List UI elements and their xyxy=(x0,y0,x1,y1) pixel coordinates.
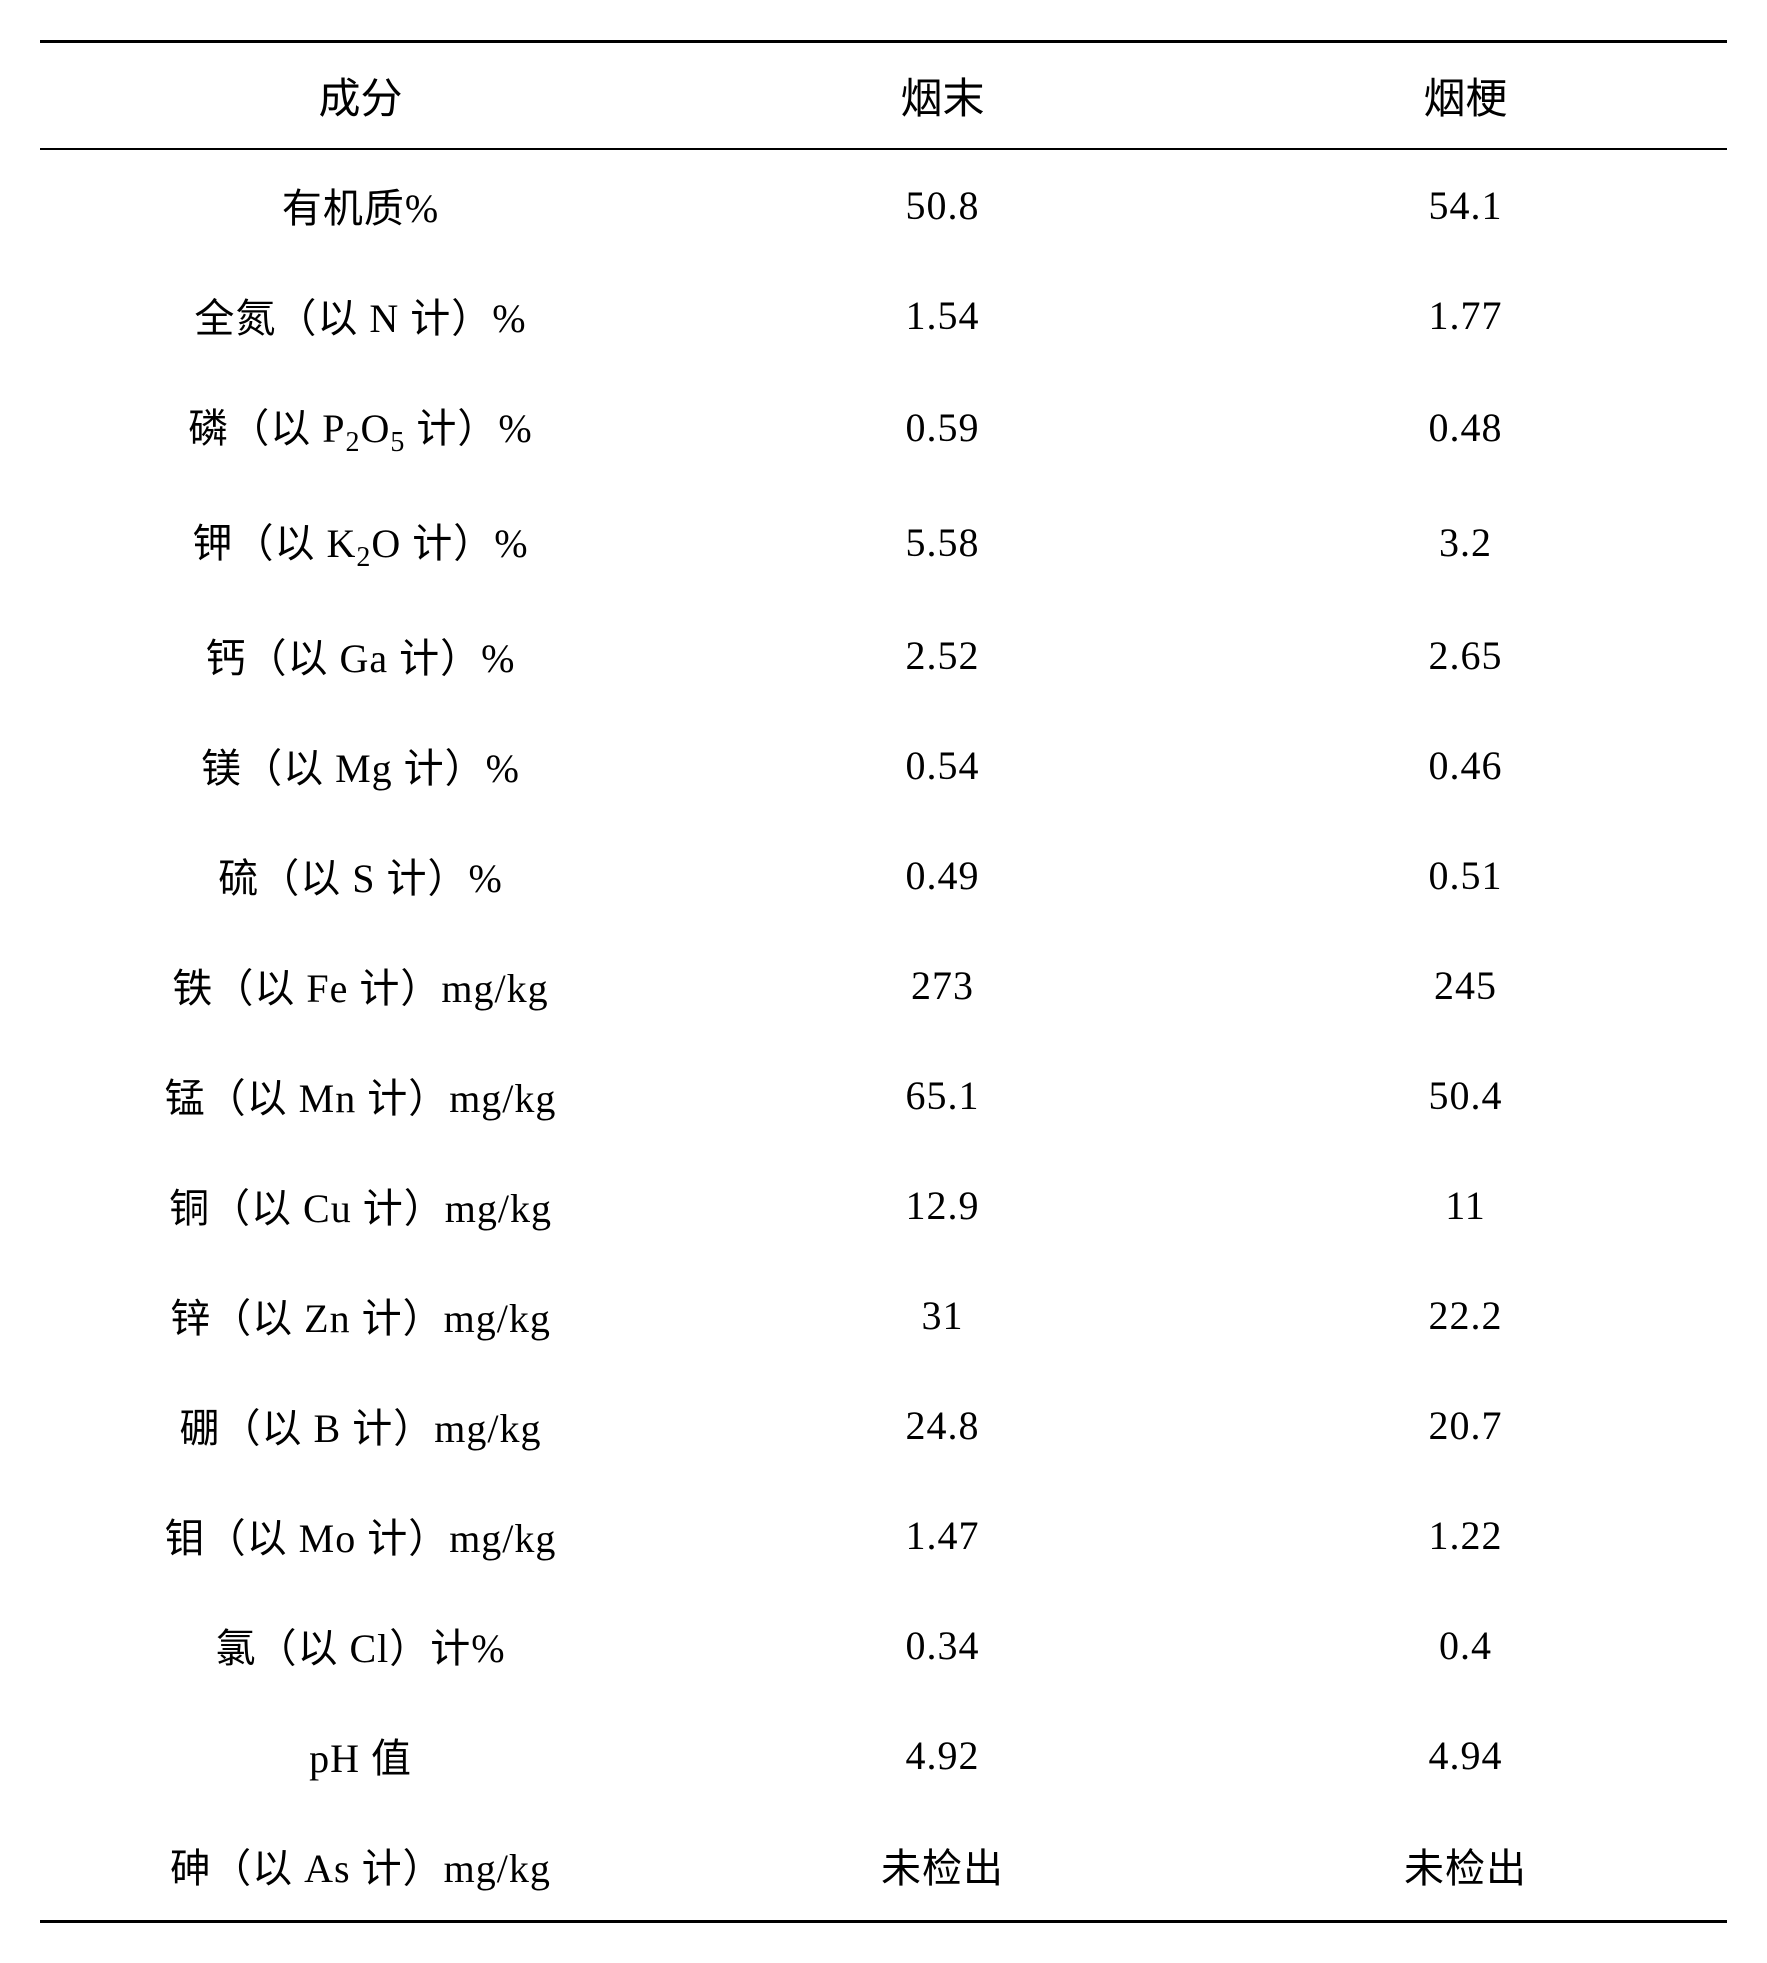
composition-table-container: 成分 烟末 烟梗 有机质%50.854.1全氮（以 N 计）%1.541.77磷… xyxy=(40,40,1727,1923)
cell-value-2: 4.94 xyxy=(1204,1700,1727,1810)
header-col1: 烟末 xyxy=(681,42,1204,150)
cell-value-2: 1.77 xyxy=(1204,260,1727,370)
cell-value-1: 2.52 xyxy=(681,600,1204,710)
cell-value-1: 4.92 xyxy=(681,1700,1204,1810)
cell-value-1: 0.49 xyxy=(681,820,1204,930)
cell-value-2: 54.1 xyxy=(1204,149,1727,260)
cell-component-label: 钾（以 K2O 计）% xyxy=(40,485,681,600)
cell-component-label: 锌（以 Zn 计）mg/kg xyxy=(40,1260,681,1370)
table-row: 锌（以 Zn 计）mg/kg3122.2 xyxy=(40,1260,1727,1370)
table-row: 硫（以 S 计）%0.490.51 xyxy=(40,820,1727,930)
cell-component-label: 镁（以 Mg 计）% xyxy=(40,710,681,820)
composition-table: 成分 烟末 烟梗 有机质%50.854.1全氮（以 N 计）%1.541.77磷… xyxy=(40,40,1727,1923)
cell-component-label: 硼（以 B 计）mg/kg xyxy=(40,1370,681,1480)
cell-value-2: 0.46 xyxy=(1204,710,1727,820)
cell-component-label: 氯（以 Cl）计% xyxy=(40,1590,681,1700)
cell-value-1: 50.8 xyxy=(681,149,1204,260)
table-row: pH 值4.924.94 xyxy=(40,1700,1727,1810)
cell-value-1: 12.9 xyxy=(681,1150,1204,1260)
cell-value-2: 未检出 xyxy=(1204,1810,1727,1922)
cell-component-label: 磷（以 P2O5 计）% xyxy=(40,370,681,485)
cell-value-2: 0.4 xyxy=(1204,1590,1727,1700)
cell-value-2: 245 xyxy=(1204,930,1727,1040)
cell-value-1: 1.54 xyxy=(681,260,1204,370)
table-row: 硼（以 B 计）mg/kg24.820.7 xyxy=(40,1370,1727,1480)
table-row: 锰（以 Mn 计）mg/kg65.150.4 xyxy=(40,1040,1727,1150)
cell-value-2: 20.7 xyxy=(1204,1370,1727,1480)
table-row: 磷（以 P2O5 计）%0.590.48 xyxy=(40,370,1727,485)
header-col2: 烟梗 xyxy=(1204,42,1727,150)
cell-value-2: 11 xyxy=(1204,1150,1727,1260)
cell-value-1: 5.58 xyxy=(681,485,1204,600)
cell-component-label: 有机质% xyxy=(40,149,681,260)
table-row: 砷（以 As 计）mg/kg未检出未检出 xyxy=(40,1810,1727,1922)
cell-component-label: 硫（以 S 计）% xyxy=(40,820,681,930)
cell-value-2: 22.2 xyxy=(1204,1260,1727,1370)
cell-value-2: 3.2 xyxy=(1204,485,1727,600)
cell-value-2: 50.4 xyxy=(1204,1040,1727,1150)
table-row: 钼（以 Mo 计）mg/kg1.471.22 xyxy=(40,1480,1727,1590)
cell-value-2: 1.22 xyxy=(1204,1480,1727,1590)
cell-value-1: 0.54 xyxy=(681,710,1204,820)
table-row: 全氮（以 N 计）%1.541.77 xyxy=(40,260,1727,370)
cell-value-1: 273 xyxy=(681,930,1204,1040)
table-row: 铁（以 Fe 计）mg/kg273245 xyxy=(40,930,1727,1040)
cell-component-label: pH 值 xyxy=(40,1700,681,1810)
cell-component-label: 铁（以 Fe 计）mg/kg xyxy=(40,930,681,1040)
table-row: 有机质%50.854.1 xyxy=(40,149,1727,260)
cell-value-1: 24.8 xyxy=(681,1370,1204,1480)
table-row: 镁（以 Mg 计）%0.540.46 xyxy=(40,710,1727,820)
cell-value-2: 0.48 xyxy=(1204,370,1727,485)
table-header-row: 成分 烟末 烟梗 xyxy=(40,42,1727,150)
cell-component-label: 钼（以 Mo 计）mg/kg xyxy=(40,1480,681,1590)
cell-value-1: 0.59 xyxy=(681,370,1204,485)
cell-value-2: 2.65 xyxy=(1204,600,1727,710)
cell-value-1: 31 xyxy=(681,1260,1204,1370)
cell-component-label: 铜（以 Cu 计）mg/kg xyxy=(40,1150,681,1260)
cell-value-1: 0.34 xyxy=(681,1590,1204,1700)
cell-component-label: 全氮（以 N 计）% xyxy=(40,260,681,370)
table-row: 钾（以 K2O 计）%5.583.2 xyxy=(40,485,1727,600)
cell-value-1: 65.1 xyxy=(681,1040,1204,1150)
cell-value-1: 1.47 xyxy=(681,1480,1204,1590)
table-row: 铜（以 Cu 计）mg/kg12.911 xyxy=(40,1150,1727,1260)
header-component: 成分 xyxy=(40,42,681,150)
table-row: 氯（以 Cl）计%0.340.4 xyxy=(40,1590,1727,1700)
cell-value-1: 未检出 xyxy=(681,1810,1204,1922)
table-body: 有机质%50.854.1全氮（以 N 计）%1.541.77磷（以 P2O5 计… xyxy=(40,149,1727,1922)
cell-component-label: 钙（以 Ga 计）% xyxy=(40,600,681,710)
cell-component-label: 锰（以 Mn 计）mg/kg xyxy=(40,1040,681,1150)
table-row: 钙（以 Ga 计）%2.522.65 xyxy=(40,600,1727,710)
cell-component-label: 砷（以 As 计）mg/kg xyxy=(40,1810,681,1922)
cell-value-2: 0.51 xyxy=(1204,820,1727,930)
